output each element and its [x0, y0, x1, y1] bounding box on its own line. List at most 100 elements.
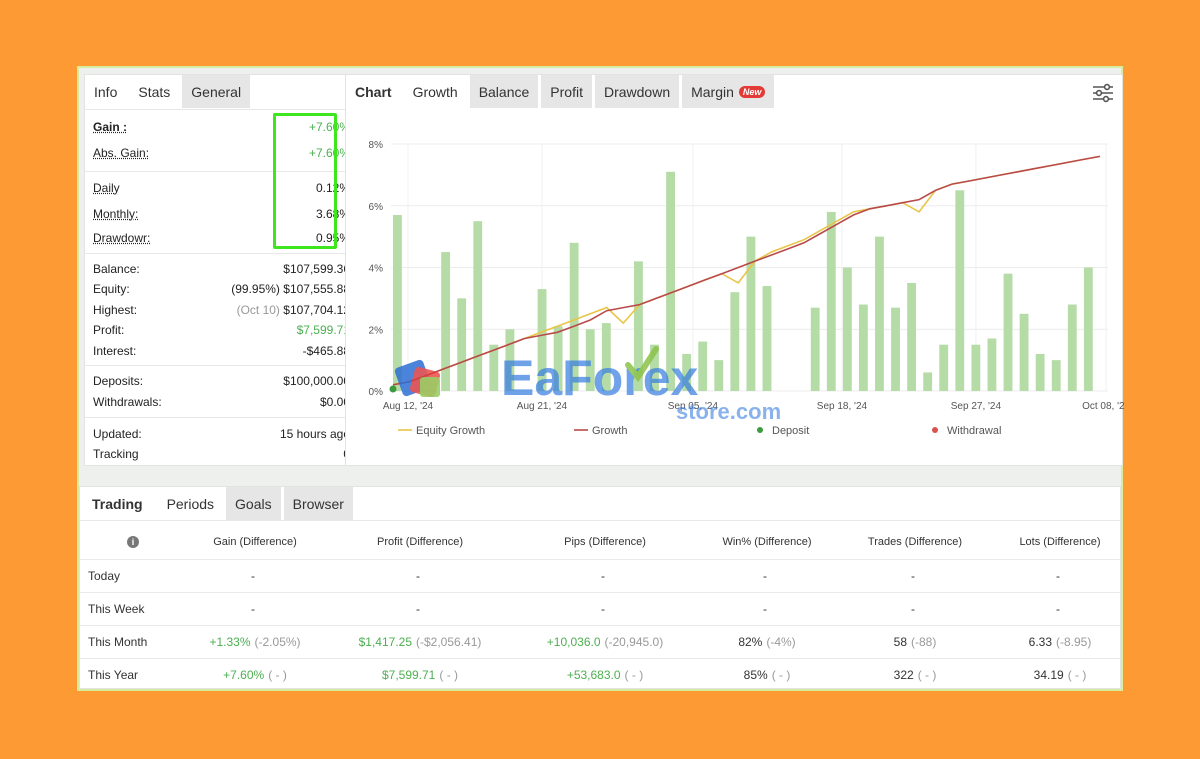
pips-value: +10,036.0 — [546, 635, 601, 649]
gain-cell: +1.33% (-2.05%) — [180, 626, 330, 658]
header-lots[interactable]: Lots (Difference) — [1019, 536, 1101, 548]
divider — [85, 109, 360, 110]
bar — [907, 282, 917, 391]
line-growth — [392, 155, 1101, 386]
header-pips[interactable]: Pips (Difference) — [564, 536, 646, 548]
win-cell: 82% (-4%) — [692, 626, 842, 658]
equity-label: Equity: — [93, 282, 130, 296]
legend-label: Equity Growth — [416, 425, 485, 437]
bar — [923, 372, 933, 391]
trading-tabs: Trading Periods Goals Browser — [80, 487, 356, 520]
profit-value: $7,599.71 — [296, 323, 350, 337]
balance-label: Balance: — [93, 262, 140, 276]
bar — [826, 211, 836, 391]
divider — [85, 171, 360, 172]
watermark-sub: store.com — [676, 399, 781, 424]
chart-legend: Equity Growth Growth Deposit Withdrawal — [398, 425, 1001, 437]
tracking-label: Tracking — [93, 447, 139, 461]
bar — [746, 236, 756, 391]
pips-cell: - — [530, 560, 680, 592]
profit-value: $1,417.25 — [358, 635, 412, 649]
tab-margin-label: Margin — [691, 83, 734, 100]
x-tick-label: Aug 12, '24 — [383, 401, 434, 412]
profit-row: Profit: $7,599.71 — [93, 322, 350, 338]
bar — [891, 307, 900, 391]
x-tick-label: Oct 08, '24 — [1082, 401, 1124, 412]
tab-stats[interactable]: Stats — [129, 75, 180, 108]
interest-row: Interest: -$465.88 — [93, 343, 350, 359]
trades-difference: ( - ) — [917, 668, 937, 682]
gain-value: +7.60% — [223, 668, 265, 682]
bar — [1067, 304, 1077, 391]
chart-tabs: Chart Growth Balance Profit Drawdown Mar… — [346, 75, 777, 108]
monthly-label[interactable]: Monthly: — [93, 207, 139, 221]
settings-sliders-icon[interactable] — [1092, 83, 1114, 103]
pips-cell: +53,683.0( - ) — [530, 659, 680, 691]
header-trades[interactable]: Trades (Difference) — [867, 536, 963, 548]
tab-drawdown[interactable]: Drawdown — [594, 75, 680, 108]
drawdown-row: Drawdowr: 0.95% — [93, 230, 350, 246]
bar — [393, 215, 402, 391]
bar — [939, 344, 949, 391]
drawdown-label[interactable]: Drawdowr: — [93, 231, 151, 245]
tab-growth[interactable]: Growth — [403, 75, 467, 108]
gain-value: +1.33% — [209, 635, 251, 649]
daily-row: Daily 0.12% — [93, 180, 350, 196]
tab-trading[interactable]: Trading — [80, 487, 155, 520]
new-badge: New — [738, 85, 766, 98]
bar — [1003, 273, 1013, 391]
tab-periods[interactable]: Periods — [157, 487, 224, 520]
gain-label[interactable]: Gain : — [93, 120, 128, 134]
tab-general[interactable]: General — [182, 75, 251, 108]
win-value: - — [763, 602, 767, 616]
header-profit[interactable]: Profit (Difference) — [377, 536, 463, 548]
monthly-value: 3.68% — [315, 207, 350, 221]
tab-profit[interactable]: Profit — [541, 75, 592, 108]
win-cell: 85%( - ) — [692, 659, 842, 691]
bar-series — [393, 171, 1093, 391]
tab-margin[interactable]: Margin New — [682, 75, 775, 108]
updated-row: Updated: 15 hours ago — [93, 426, 350, 442]
highest-date: (Oct 10) — [236, 303, 280, 317]
bar — [955, 190, 965, 391]
y-tick-label: 6% — [369, 202, 384, 213]
tab-chart[interactable]: Chart — [346, 75, 401, 108]
stats-tabs: Info Stats General — [85, 75, 253, 108]
chart-panel: Chart Growth Balance Profit Drawdown Mar… — [345, 74, 1124, 466]
info-icon[interactable]: i — [118, 525, 148, 559]
win-value: 82% — [738, 635, 763, 649]
gain-cell: - — [180, 593, 330, 625]
pips-value: - — [601, 602, 605, 616]
daily-value: 0.12% — [315, 181, 350, 195]
tab-info[interactable]: Info — [85, 75, 127, 108]
interest-label: Interest: — [93, 344, 137, 358]
daily-label[interactable]: Daily — [93, 181, 120, 195]
watermark-logo: EaForex store.com — [394, 346, 781, 424]
lots-value: 6.33 — [1028, 635, 1052, 649]
legend-label: Deposit — [772, 425, 809, 437]
bar — [473, 221, 483, 391]
x-tick-label: Sep 18, '24 — [817, 401, 868, 412]
abs-gain-label[interactable]: Abs. Gain: — [93, 146, 150, 160]
tab-goals[interactable]: Goals — [226, 487, 281, 520]
equity-value: $107,555.88 — [283, 282, 350, 296]
pips-cell: - — [530, 593, 680, 625]
y-axis-labels: 8% 6% 4% 2% 0% — [369, 140, 384, 398]
deposits-row: Deposits: $100,000.00 — [93, 373, 350, 389]
bar — [601, 323, 611, 391]
lots-value: - — [1056, 602, 1060, 616]
divider — [85, 417, 360, 418]
gain-cell: - — [180, 560, 330, 592]
header-gain[interactable]: Gain (Difference) — [213, 536, 297, 548]
y-tick-label: 4% — [369, 264, 384, 275]
gain-row: Gain : +7.60% — [93, 119, 350, 135]
table-header: i Gain (Difference) Profit (Difference) … — [80, 525, 1120, 559]
x-axis-labels: Aug 12, '24 Aug 21, '24 Sep 05, '24 Sep 18,… — [383, 401, 1124, 412]
dashboard-frame: Info Stats General Gain : +7.60% Abs. Ga… — [77, 66, 1124, 691]
profit-difference: (-$2,056.41) — [416, 635, 482, 649]
gain-value: - — [251, 602, 255, 616]
tab-browser[interactable]: Browser — [283, 487, 353, 520]
header-win[interactable]: Win% (Difference) — [722, 536, 812, 548]
tab-balance[interactable]: Balance — [469, 75, 539, 108]
lots-difference: ( - ) — [1067, 668, 1087, 682]
